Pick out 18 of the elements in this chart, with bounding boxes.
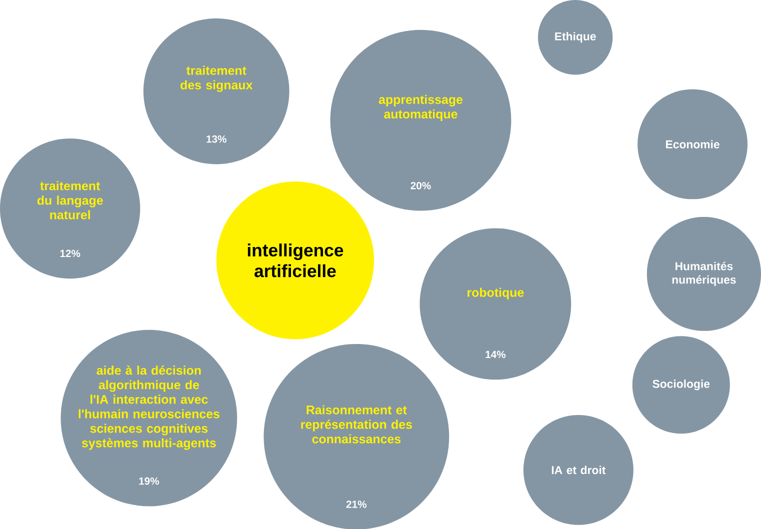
category-label: aide à la décision algorithmique de l'IA interaction avec l'humain neurosciences sciences cognitives systèmes multi-agents bbox=[78, 365, 220, 450]
data-label: 21% bbox=[346, 500, 367, 508]
category-label: IA et droit bbox=[552, 466, 606, 474]
category-label: Ethique bbox=[555, 32, 596, 42]
data-label: 13% bbox=[206, 135, 226, 143]
data-label: 20% bbox=[410, 182, 431, 190]
data-label: 12% bbox=[60, 250, 80, 257]
data-label: 14% bbox=[486, 350, 506, 358]
category-label: Raisonnement et représentation des connaissances bbox=[301, 405, 412, 444]
category-label: traitement des signaux bbox=[180, 66, 253, 92]
category-label: Economie bbox=[666, 140, 720, 148]
data-label: 19% bbox=[139, 477, 160, 485]
category-label: traitement du langage naturel bbox=[37, 180, 103, 220]
category-label: apprentissage automatique bbox=[378, 94, 463, 121]
category-label: robotique bbox=[468, 288, 524, 300]
text: intelligence artificielle bbox=[248, 243, 344, 278]
category-label: Sociologie bbox=[652, 379, 710, 390]
category-label: Humanités numériques bbox=[672, 262, 736, 286]
